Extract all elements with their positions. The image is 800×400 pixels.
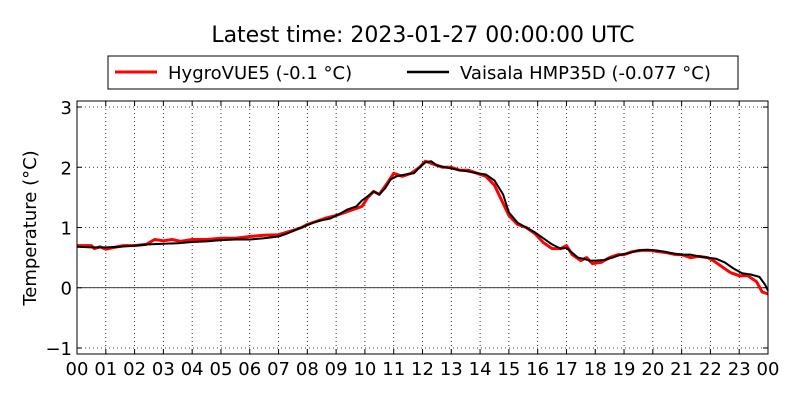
grid-lines: [76, 101, 769, 354]
x-tick-label: 17: [555, 359, 578, 380]
x-tick-label: 10: [353, 359, 376, 380]
legend: HygroVUE5 (-0.1 °C) Vaisala HMP35D (-0.07…: [107, 55, 739, 90]
x-tick-label: 03: [152, 359, 175, 380]
plot-frame: [76, 100, 769, 355]
x-tick-label: 00: [757, 359, 780, 380]
series-lines: [76, 159, 769, 296]
x-tick-label: 22: [699, 359, 722, 380]
x-tick-label: 05: [210, 359, 233, 380]
x-tick-label: 18: [584, 359, 607, 380]
x-tick-label: 08: [296, 359, 319, 380]
y-tick-label: 3: [61, 98, 72, 119]
x-tick-label: 09: [325, 359, 348, 380]
y-tick-label: 2: [61, 158, 72, 179]
series-line-vaisala-hmp35d: [76, 160, 769, 292]
y-tick-labels: −1 0 1 2 3: [45, 98, 72, 360]
legend-label: Vaisala HMP35D (-0.077 °C): [460, 63, 711, 84]
x-tick-label: 11: [382, 359, 405, 380]
y-tick-label: −1: [45, 339, 72, 360]
x-tick-label: 15: [497, 359, 520, 380]
x-tick-label: 01: [94, 359, 117, 380]
x-tick-label: 20: [641, 359, 664, 380]
x-tick-label: 07: [267, 359, 290, 380]
y-tick-label: 1: [61, 219, 72, 240]
x-tick-label: 12: [411, 359, 434, 380]
plot-area: [76, 100, 769, 355]
x-tick-label: 19: [613, 359, 636, 380]
x-tick-label: 06: [238, 359, 261, 380]
legend-label: HygroVUE5 (-0.1 °C): [168, 63, 352, 84]
x-tick-labels: 00 01 02 03 04 05 06 07 08 09 10 11 12 13 14 15 16 17 18 19…: [66, 359, 780, 380]
x-tick-label: 02: [123, 359, 146, 380]
y-tick-label: 0: [61, 279, 72, 300]
x-tick-label: 21: [670, 359, 693, 380]
chart-title: Latest time: 2023-01-27 00:00:00 UTC: [211, 23, 634, 48]
x-tick-label: 00: [66, 359, 89, 380]
x-tick-label: 14: [469, 359, 492, 380]
x-tick-label: 16: [526, 359, 549, 380]
x-tick-label: 04: [181, 359, 204, 380]
x-tick-label: 13: [440, 359, 463, 380]
y-axis-label: Temperature (°C): [20, 150, 41, 306]
axis-ticks: [76, 101, 769, 354]
x-tick-label: 23: [728, 359, 751, 380]
